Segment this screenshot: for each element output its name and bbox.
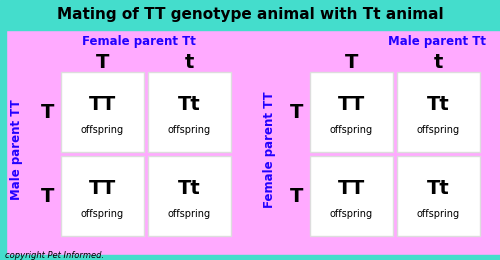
Text: t: t [434, 53, 443, 72]
Text: offspring: offspring [81, 209, 124, 219]
Text: TT: TT [89, 179, 116, 198]
Text: offspring: offspring [417, 209, 460, 219]
Text: Tt: Tt [178, 94, 201, 114]
Text: T: T [42, 102, 54, 121]
Text: T: T [290, 186, 304, 205]
Text: Female parent Tt: Female parent Tt [82, 36, 196, 49]
Bar [0, 30, 6, 260]
Text: t: t [185, 53, 194, 72]
Text: Mating of TT genotype animal with Tt animal: Mating of TT genotype animal with Tt ani… [56, 8, 444, 23]
Text: T: T [345, 53, 358, 72]
Bar [148, 72, 231, 152]
Text: offspring: offspring [417, 125, 460, 135]
Bar [310, 156, 393, 236]
Text: TT: TT [338, 179, 365, 198]
Bar [148, 156, 231, 236]
Text: offspring: offspring [168, 209, 211, 219]
Bar [0, 255, 500, 260]
Text: Female parent TT: Female parent TT [262, 92, 276, 208]
Bar [397, 72, 480, 152]
Text: Male parent TT: Male parent TT [10, 100, 24, 200]
Bar [310, 72, 393, 152]
Text: TT: TT [338, 94, 365, 114]
Text: TT: TT [89, 94, 116, 114]
Text: Tt: Tt [178, 179, 201, 198]
Text: T: T [290, 102, 304, 121]
Bar [61, 72, 144, 152]
Text: copyright Pet Informed.: copyright Pet Informed. [5, 251, 104, 260]
Text: offspring: offspring [330, 125, 373, 135]
Bar [397, 156, 480, 236]
Text: T: T [96, 53, 109, 72]
Bar [61, 156, 144, 236]
Text: offspring: offspring [81, 125, 124, 135]
Text: offspring: offspring [330, 209, 373, 219]
Text: T: T [42, 186, 54, 205]
Bar [0, 0, 500, 30]
Text: offspring: offspring [168, 125, 211, 135]
Text: Tt: Tt [427, 179, 450, 198]
Text: Tt: Tt [427, 94, 450, 114]
Text: Male parent Tt: Male parent Tt [388, 36, 486, 49]
